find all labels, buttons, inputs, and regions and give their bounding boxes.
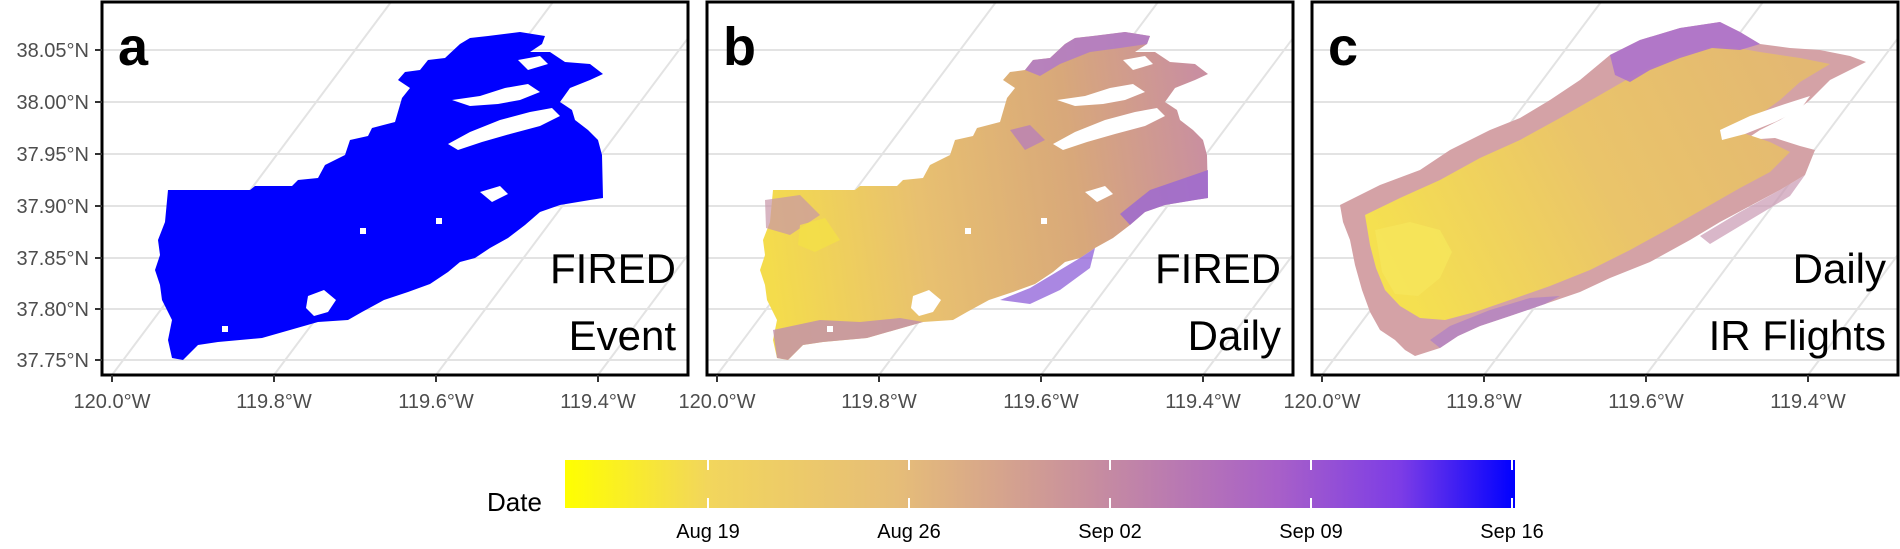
legend-tick-label: Sep 02 <box>1078 521 1141 543</box>
panel-c-frame <box>1310 0 1900 377</box>
x-tick-label: 120.0°W <box>679 391 756 413</box>
x-axis-panel-c: 120.0°W 119.8°W 119.6°W 119.4°W <box>1284 375 1846 413</box>
x-tick-label: 119.6°W <box>1003 391 1079 413</box>
fired-daily-perimeter <box>760 32 1208 360</box>
x-tick-label: 119.8°W <box>1446 391 1522 413</box>
fired-event-perimeter <box>155 32 603 360</box>
fired-event-holes <box>222 56 560 332</box>
date-legend: Date Aug 19 Aug 26 Sep 02 Sep 09 Sep 16 <box>487 460 1544 543</box>
y-tick-label: 37.90°N <box>17 196 90 218</box>
x-tick-label: 119.8°W <box>236 391 312 413</box>
panel-b-frame <box>705 0 1295 377</box>
panel-a-title-line1: FIRED <box>550 245 676 292</box>
y-axis: 38.05°N 38.00°N 37.95°N 37.90°N 37.85°N … <box>17 40 102 372</box>
ir-flight-perimeter <box>1340 22 1866 356</box>
panel-c-title-line2: IR Flights <box>1709 312 1886 359</box>
legend-tick-label: Sep 09 <box>1279 521 1342 543</box>
y-tick-label: 37.85°N <box>17 248 90 270</box>
x-tick-label: 119.6°W <box>1608 391 1684 413</box>
y-tick-label: 37.95°N <box>17 144 90 166</box>
x-axis-panel-b: 120.0°W 119.8°W 119.6°W 119.4°W <box>679 375 1241 413</box>
y-tick-label: 37.80°N <box>17 299 90 321</box>
legend-tick-label: Sep 16 <box>1480 521 1543 543</box>
panel-c: c Daily IR Flights <box>1310 0 1900 377</box>
legend-title: Date <box>487 487 542 517</box>
panel-c-title-line1: Daily <box>1793 245 1886 292</box>
x-tick-label: 120.0°W <box>1284 391 1361 413</box>
y-tick-label: 37.75°N <box>17 350 90 372</box>
panel-a-letter: a <box>118 17 149 77</box>
x-tick-label: 119.6°W <box>398 391 474 413</box>
legend-tick-label: Aug 19 <box>676 521 739 543</box>
x-tick-label: 119.8°W <box>841 391 917 413</box>
x-tick-label: 119.4°W <box>1165 391 1241 413</box>
fired-daily-holes <box>827 56 1165 332</box>
x-axis-panel-a: 120.0°W 119.8°W 119.6°W 119.4°W <box>74 375 636 413</box>
y-tick-label: 38.05°N <box>17 40 90 62</box>
ir-flight-holes <box>1720 96 1810 140</box>
panel-b-letter: b <box>723 17 756 77</box>
panel-a-frame <box>100 0 690 377</box>
panel-c-letter: c <box>1328 17 1358 77</box>
panel-a: a FIRED Event <box>100 0 690 377</box>
x-tick-label: 120.0°W <box>74 391 151 413</box>
panel-a-title-line2: Event <box>569 312 677 359</box>
x-tick-label: 119.4°W <box>1770 391 1846 413</box>
y-tick-label: 38.00°N <box>17 92 90 114</box>
panel-b: b FIRED Daily <box>705 0 1295 377</box>
legend-tick-label: Aug 26 <box>877 521 940 543</box>
x-tick-label: 119.4°W <box>560 391 636 413</box>
panel-b-title-line2: Daily <box>1188 312 1281 359</box>
panel-b-title-line1: FIRED <box>1155 245 1281 292</box>
date-colorbar <box>565 460 1515 508</box>
